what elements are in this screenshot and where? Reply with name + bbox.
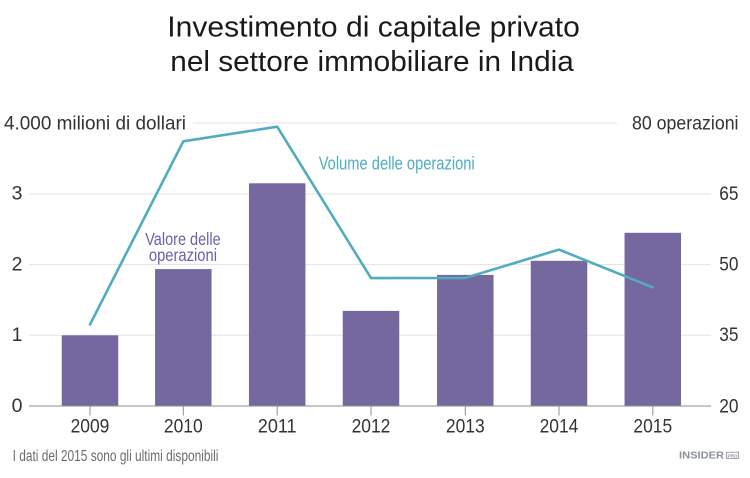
svg-text:Volume delle operazioni: Volume delle operazioni bbox=[319, 153, 475, 174]
svg-text:2013: 2013 bbox=[446, 415, 485, 437]
svg-text:3: 3 bbox=[12, 183, 23, 205]
svg-text:1: 1 bbox=[12, 324, 23, 346]
svg-text:nel settore immobiliare in Ind: nel settore immobiliare in India bbox=[170, 46, 574, 78]
svg-text:80 operazioni: 80 operazioni bbox=[632, 113, 739, 135]
svg-text:Investimento di capitale priva: Investimento di capitale privato bbox=[167, 11, 580, 43]
svg-text:2010: 2010 bbox=[164, 415, 203, 437]
svg-text:20: 20 bbox=[719, 396, 738, 418]
svg-text:I dati del 2015 sono gli ultim: I dati del 2015 sono gli ultimi disponib… bbox=[13, 448, 219, 465]
svg-text:4.000 milioni di dollari: 4.000 milioni di dollari bbox=[4, 113, 186, 135]
svg-text:2: 2 bbox=[12, 254, 23, 276]
svg-text:50: 50 bbox=[719, 254, 738, 276]
svg-text:2011: 2011 bbox=[258, 415, 297, 437]
svg-text:2015: 2015 bbox=[633, 415, 672, 437]
svg-text:0: 0 bbox=[12, 395, 23, 417]
svg-text:INSIDER: INSIDER bbox=[679, 451, 725, 462]
svg-text:2014: 2014 bbox=[540, 415, 579, 437]
svg-text:2009: 2009 bbox=[71, 415, 110, 437]
svg-text:65: 65 bbox=[719, 183, 738, 205]
svg-text:Valore delle: Valore delle bbox=[145, 229, 221, 249]
svg-text:35: 35 bbox=[719, 324, 738, 346]
svg-text:operazioni: operazioni bbox=[149, 245, 217, 265]
svg-text:PRO: PRO bbox=[728, 453, 738, 458]
svg-text:2012: 2012 bbox=[352, 415, 391, 437]
